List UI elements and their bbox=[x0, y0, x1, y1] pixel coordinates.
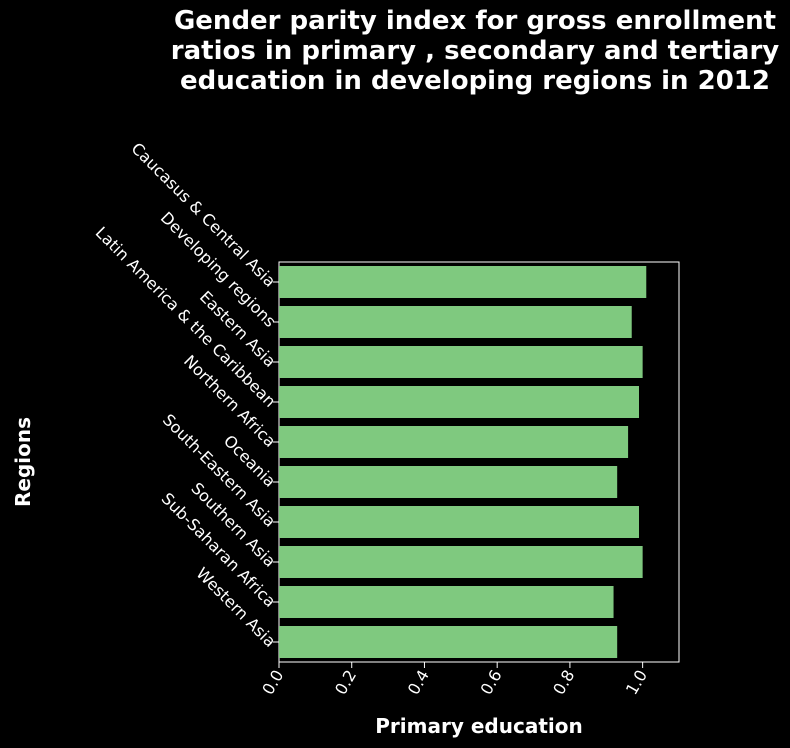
y-axis-label: Regions bbox=[11, 417, 35, 507]
x-tick-label: 1.0 bbox=[622, 667, 651, 699]
bar bbox=[279, 466, 618, 498]
bar bbox=[279, 426, 629, 458]
x-tick-label: 0.2 bbox=[331, 667, 360, 699]
plot-area-frame bbox=[278, 261, 680, 663]
bar bbox=[279, 546, 643, 578]
x-tick-label: 0.8 bbox=[549, 667, 578, 699]
bar bbox=[279, 386, 639, 418]
x-axis-label: Primary education bbox=[375, 714, 582, 738]
bar bbox=[279, 506, 639, 538]
chart-title: Gender parity index for gross enrollment… bbox=[170, 6, 780, 96]
bar bbox=[279, 266, 647, 298]
x-tick-label: 0.6 bbox=[476, 667, 505, 699]
bar bbox=[279, 626, 618, 658]
x-tick-label: 0.4 bbox=[404, 667, 433, 699]
x-tick-label: 0.0 bbox=[258, 667, 287, 699]
bar bbox=[279, 586, 614, 618]
bar bbox=[279, 346, 643, 378]
bar bbox=[279, 306, 632, 338]
